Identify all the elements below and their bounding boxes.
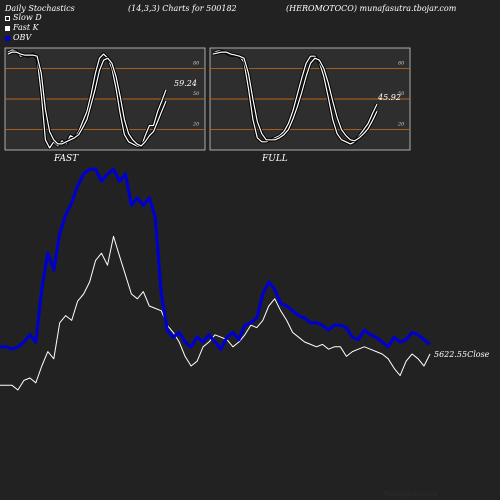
legend: Slow D Fast K OBV [5,13,42,43]
legend-label: Slow D [13,13,42,22]
legend-label: Fast K [13,23,39,32]
chart-title: Daily Stochastics [5,4,75,13]
chart-params: (14,3,3) Charts for 500182 [128,4,237,13]
full-y-tick-label: 80 [398,60,405,66]
full-series-d [212,51,378,142]
legend-label: OBV [13,33,32,42]
site-label: (HEROMOTOCO) munafasutra.tbojar.com [286,4,457,13]
full-caption: FULL [261,154,288,164]
legend-item-slow-d: Slow D [5,13,42,23]
legend-item-obv: OBV [5,33,42,43]
full-y-tick-label: 20 [397,122,405,128]
watermark: MunafaSutra.com [383,491,438,498]
fast-y-tick-label: 50 [193,91,200,97]
white-outline-box-icon [5,15,10,21]
full-y-tick-label: 50 [398,91,405,97]
obv-line [0,167,431,351]
fast-caption: FAST [53,154,79,164]
close-price-line [0,235,431,391]
fast-y-tick-label: 20 [192,122,200,128]
close-value-label: 5622.55Close [434,350,490,359]
fast-last-value: 59.24 [174,79,197,88]
white-filled-box-icon [5,25,10,31]
full-last-value: 45.92 [377,93,401,102]
legend-item-fast-k: Fast K [5,23,42,33]
blue-filled-box-icon [5,35,10,41]
fast-series-d [7,51,167,147]
fast-y-tick-label: 80 [193,60,200,66]
